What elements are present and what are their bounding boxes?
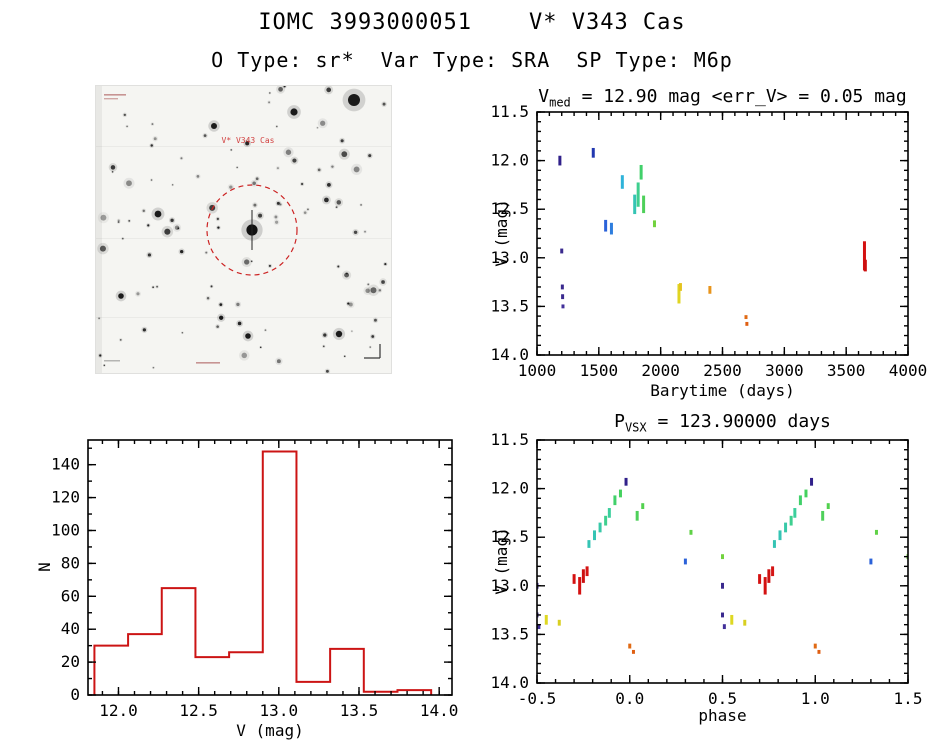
histogram-plot: 12.0 12.5 13.0 13.5 14.0 0 20 40 60 80 100 120 140	[51, 439, 458, 720]
phase_curve-points	[537, 477, 908, 654]
lightcurve-title-sub: med	[549, 95, 571, 110]
lightcurve-xlabel: Barytime (days)	[650, 381, 795, 400]
svg-text:-0.5: -0.5	[518, 689, 557, 708]
svg-text:140: 140	[51, 455, 80, 474]
svg-text:0.5: 0.5	[708, 689, 737, 708]
phase-title-prefix: P	[614, 411, 625, 432]
svg-text:2500: 2500	[703, 361, 742, 380]
svg-text:13.5: 13.5	[340, 701, 379, 720]
svg-text:4000: 4000	[889, 361, 928, 380]
phase-title-rest: = 123.90000 days	[646, 411, 831, 432]
phase-title: PVSX = 123.90000 days	[537, 411, 908, 435]
target-circle	[206, 184, 298, 276]
svg-text:11.5: 11.5	[490, 102, 529, 121]
svg-text:12.0: 12.0	[490, 479, 529, 498]
lightcurve-ylabel: V (mag)	[492, 199, 511, 267]
svg-text:13.5: 13.5	[490, 296, 529, 315]
histogram-ylabel: N	[35, 562, 54, 572]
magnitude_histogram-ticks	[88, 440, 452, 696]
phase-xlabel: phase	[698, 706, 747, 725]
svg-text:13.0: 13.0	[260, 701, 299, 720]
star-field	[97, 84, 388, 375]
finding-chart-artifacts	[96, 86, 391, 373]
histogram-outline	[93, 450, 433, 695]
phase_curve-ticks	[536, 439, 909, 684]
light_curve-points	[558, 147, 867, 326]
svg-text:11.5: 11.5	[490, 430, 529, 449]
phase-ylabel: V (mag)	[492, 527, 511, 595]
svg-text:2000: 2000	[641, 361, 680, 380]
svg-text:12.5: 12.5	[490, 199, 529, 218]
svg-text:60: 60	[61, 586, 80, 605]
magnitude_histogram-axes-box	[87, 439, 453, 696]
svg-text:0: 0	[70, 685, 80, 704]
magnitude_histogram-points	[93, 450, 433, 695]
svg-text:120: 120	[51, 488, 80, 507]
svg-text:1.5: 1.5	[894, 689, 923, 708]
svg-text:1.0: 1.0	[801, 689, 830, 708]
page-subtitle: O Type: sr* Var Type: SRA SP Type: M6p	[211, 48, 733, 72]
lightcurve-plot: 1000 1500 2000 2500 3000 3500 4000 11.5 12.0 12.5…	[490, 102, 927, 380]
svg-text:80: 80	[61, 553, 80, 572]
finding-chart-background	[96, 86, 391, 373]
finding-chart-image: V* V343 Cas	[95, 84, 392, 375]
svg-text:14.0: 14.0	[490, 345, 529, 364]
svg-text:1500: 1500	[580, 361, 619, 380]
lightcurve-title: Vmed = 12.90 mag <err_V> = 0.05 mag	[537, 86, 908, 110]
svg-text:14.0: 14.0	[490, 673, 529, 692]
phase-plot: -0.5 0.0 0.5 1.0 1.5 11.5 12.0 12.5 13.0 13.5 14.0	[490, 430, 922, 708]
svg-text:13.0: 13.0	[490, 576, 529, 595]
svg-text:1000: 1000	[518, 361, 557, 380]
light_curve-ticks	[536, 111, 909, 356]
magnitude_histogram-tick-labels: 12.0 12.5 13.0 13.5 14.0 0 20 40 60 80 100 120 140	[51, 455, 458, 720]
light_curve-tick-labels: 1000 1500 2000 2500 3000 3500 4000 11.5 12.0 12.5…	[490, 102, 927, 380]
target-label: V* V343 Cas	[222, 136, 275, 145]
svg-text:13.0: 13.0	[490, 248, 529, 267]
svg-text:12.0: 12.0	[99, 701, 138, 720]
svg-text:20: 20	[61, 652, 80, 671]
svg-text:100: 100	[51, 520, 80, 539]
svg-text:0.0: 0.0	[615, 689, 644, 708]
svg-text:13.5: 13.5	[490, 624, 529, 643]
lightcurve-title-prefix: V	[538, 86, 550, 107]
finding-chart: V* V343 Cas	[95, 84, 392, 378]
lightcurve-title-rest: = 12.90 mag <err_V> = 0.05 mag	[570, 86, 907, 107]
phase_curve-tick-labels: -0.5 0.0 0.5 1.0 1.5 11.5 12.0 12.5 13.0 13.5 14.0	[490, 430, 922, 708]
svg-text:14.0: 14.0	[420, 701, 459, 720]
svg-text:12.5: 12.5	[179, 701, 218, 720]
svg-text:3000: 3000	[765, 361, 804, 380]
svg-text:40: 40	[61, 619, 80, 638]
histogram-xlabel: V (mag)	[236, 721, 304, 740]
phase-title-sub: VSX	[624, 420, 647, 435]
svg-text:12.0: 12.0	[490, 151, 529, 170]
phase_curve-axes-box	[536, 439, 909, 684]
page-title: IOMC 3993000051 V* V343 Cas	[258, 10, 686, 35]
svg-text:12.5: 12.5	[490, 527, 529, 546]
svg-text:3500: 3500	[827, 361, 866, 380]
